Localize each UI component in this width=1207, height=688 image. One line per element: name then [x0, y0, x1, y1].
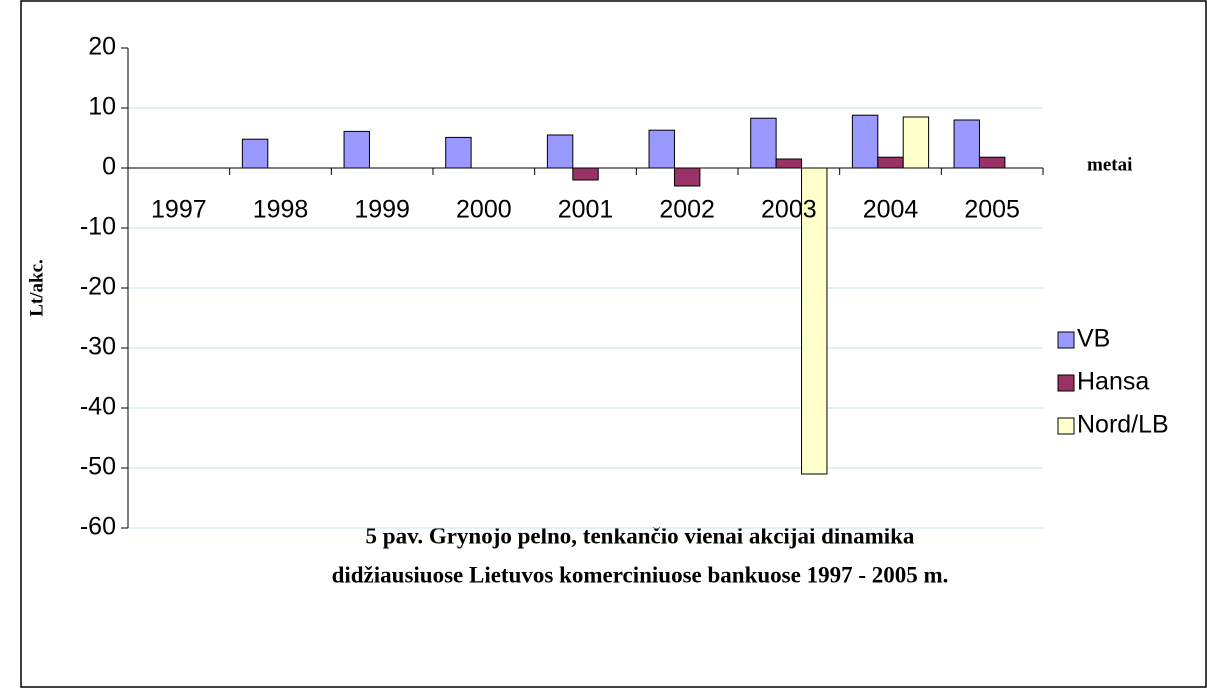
- legend-swatch: [1057, 374, 1075, 392]
- bar: [546, 134, 574, 169]
- y-tick-label: 20: [88, 33, 116, 61]
- x-axis-label: metai: [1087, 154, 1132, 175]
- frame: [20, 0, 1207, 688]
- y-axis-label: Lt/akc.: [26, 259, 47, 317]
- bar: [241, 138, 269, 169]
- y-tick-label: -40: [80, 393, 116, 421]
- bar: [750, 117, 777, 169]
- bar: [902, 116, 930, 169]
- legend-label: Hansa: [1077, 368, 1149, 396]
- chart-title: didžiausiuose Lietuvos komerciniuose ban…: [332, 562, 949, 587]
- x-tick-label: 1999: [354, 196, 410, 224]
- bar: [445, 136, 472, 169]
- bar: [775, 158, 803, 169]
- x-tick-label: 2004: [863, 196, 919, 224]
- bar: [978, 156, 1006, 169]
- x-tick-label: 2002: [659, 196, 715, 224]
- x-tick-label: 1997: [151, 196, 207, 224]
- bar: [572, 167, 599, 181]
- y-tick-label: -50: [80, 453, 116, 481]
- bar: [648, 129, 675, 169]
- y-tick-label: -30: [80, 333, 116, 361]
- legend-label: VB: [1077, 325, 1110, 353]
- bar: [801, 167, 828, 475]
- y-tick-label: 10: [88, 93, 116, 121]
- y-tick-label: -20: [80, 273, 116, 301]
- x-tick-label: 1998: [253, 196, 309, 224]
- bar: [343, 130, 370, 169]
- bar: [673, 167, 701, 187]
- y-tick-label: 0: [102, 153, 116, 181]
- chart-title: 5 pav. Grynojo pelno, tenkančio vienai a…: [366, 523, 915, 548]
- x-tick-label: 2001: [558, 196, 614, 224]
- y-tick-label: -60: [80, 513, 116, 541]
- legend-swatch: [1057, 417, 1075, 435]
- x-tick-label: 2000: [456, 196, 512, 224]
- bar: [851, 114, 879, 169]
- x-tick-label: 2005: [964, 196, 1020, 224]
- bar: [953, 119, 980, 169]
- x-tick-label: 2003: [761, 196, 817, 224]
- y-tick-label: -10: [80, 213, 116, 241]
- legend-swatch: [1057, 331, 1075, 349]
- bar: [877, 156, 904, 169]
- legend-label: Nord/LB: [1077, 411, 1169, 439]
